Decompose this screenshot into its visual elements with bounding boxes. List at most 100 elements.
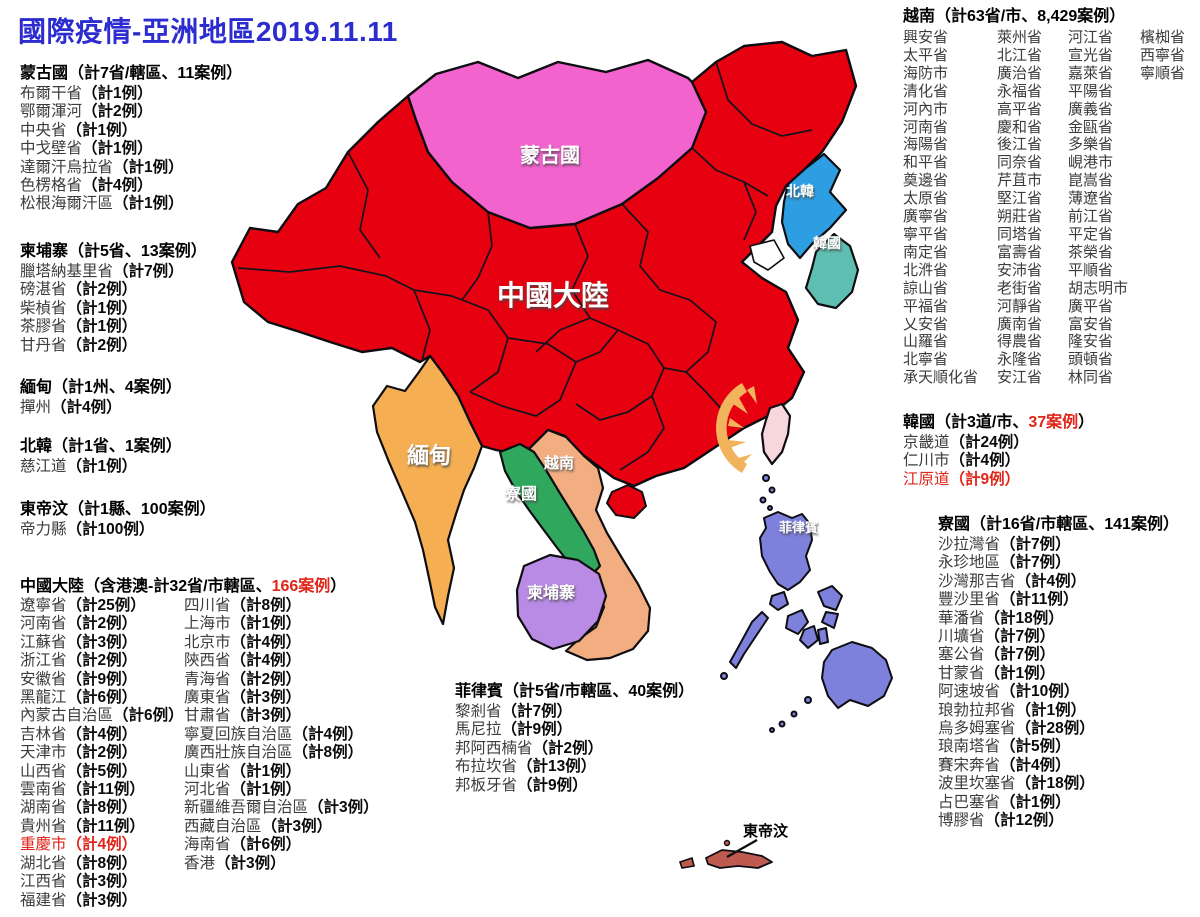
- province-row: 海防市: [903, 64, 949, 82]
- north-korea-header: 北韓（計1省、1案例）: [20, 438, 182, 455]
- province-row: 色楞格省（計4例）: [20, 177, 153, 195]
- china-list-col2: 四川省（計8例） 上海市（計1例） 北京市（計4例） 陝西省（計4例） 青海省（計2例）…: [184, 597, 379, 873]
- province-row: 平順省: [1068, 261, 1114, 279]
- laos-header: 寮國（計16省/市轄區、141案例）: [938, 516, 1179, 533]
- korea-header: 韓國（計3道/市、37案例）: [903, 414, 1095, 431]
- province-row: 琅勃拉邦省（計1例）: [938, 701, 1087, 719]
- province-row: 福建省（計3例）: [20, 891, 138, 909]
- myanmar-header: 緬甸（計1州、4案例）: [20, 379, 182, 396]
- map-label-vietnam: 越南: [544, 455, 575, 472]
- province-row: 阿速坡省（計10例）: [938, 683, 1080, 701]
- province-row: 江西省（計3例）: [20, 873, 138, 891]
- province-row: 宣光省: [1068, 46, 1114, 64]
- province-row: 廣寧省: [903, 208, 949, 226]
- province-row: 慶和省: [997, 118, 1043, 136]
- province-row: 乂安省: [903, 315, 949, 333]
- province-row: 臘塔納基里省（計7例）: [20, 263, 184, 280]
- province-row: 山東省（計1例）: [184, 762, 302, 780]
- province-row: 邦板牙省（計9例）: [455, 776, 588, 794]
- province-row: 萊州省: [997, 29, 1043, 46]
- map-label-laos: 寮國: [505, 486, 538, 503]
- province-row: 吉林省（計4例）: [20, 725, 138, 743]
- province-row: 後江省: [997, 136, 1043, 154]
- philippines-section: 菲律賓（計5省/市轄區、40案例） 黎剎省（計7例） 馬尼拉（計9例） 邦阿西楠省（…: [455, 682, 694, 795]
- province-row: 芹苴市: [997, 172, 1043, 190]
- province-row: 浙江省（計2例）: [20, 652, 138, 670]
- cambodia-section: 柬埔寨（計5省、13案例） 臘塔納基里省（計7例） 磅湛省（計2例） 柴楨省（計1例…: [20, 242, 207, 355]
- country-north-korea-shape: [780, 152, 848, 260]
- vietnam-header: 越南（計63省/市、8,429案例）: [903, 8, 1126, 25]
- province-row: 占巴塞省（計1例）: [938, 793, 1071, 811]
- province-row: 廣平省: [1068, 297, 1114, 315]
- province-row: 平福省: [903, 297, 949, 315]
- cambodia-list: 臘塔納基里省（計7例） 磅湛省（計2例） 柴楨省（計1例） 茶膠省（計1例） 甘丹省（計…: [20, 263, 207, 355]
- province-row: 帝力縣（計100例）: [20, 521, 155, 538]
- province-row: 茶膠省（計1例）: [20, 318, 138, 336]
- province-row: 甘肅省（計3例）: [184, 707, 302, 725]
- country-laos-shape: [498, 442, 602, 580]
- korea-list: 京畿道（計24例） 仁川市（計4例） 江原道（計9例）: [903, 434, 1094, 489]
- vietnam-list-col3: 河江省 宣光省 嘉萊省 平陽省 廣義省 金甌省 多樂省 峴港市 崑嵩省 薄遼省 前江省 平定省 茶榮省平…: [1068, 29, 1128, 387]
- province-row: 上海市（計1例）: [184, 615, 302, 633]
- east-timor-list: 帝力縣（計100例）: [20, 521, 216, 539]
- province-row: 隆安省: [1068, 333, 1114, 351]
- country-cambodia-shape: [515, 553, 608, 651]
- china-section-header: 中國大陸（含港澳-計32省/市轄區、166案例）: [20, 577, 346, 598]
- province-row: 北京市（計4例）: [184, 633, 302, 651]
- province-row: 布爾干省（計1例）: [20, 85, 153, 102]
- province-row: 塞公省（計7例）: [938, 646, 1056, 664]
- province-row: 撣州（計4例）: [20, 399, 122, 416]
- province-row: 沙拉灣省（計7例）: [938, 536, 1071, 553]
- china-case-count: 166案例: [271, 578, 331, 595]
- laos-section: 寮國（計16省/市轄區、141案例） 沙拉灣省（計7例） 永珍地區（計7例） 沙灣那…: [938, 515, 1179, 831]
- province-row: 川壙省（計7例）: [938, 628, 1056, 646]
- province-row: 寧順省: [1140, 64, 1186, 82]
- vietnam-list-col4: 檳椥省 西寧省 寧順省: [1140, 29, 1185, 83]
- province-row: 峴港市: [1068, 154, 1114, 172]
- province-row: 諒山省: [903, 279, 949, 297]
- country-myanmar-shape: [371, 354, 484, 626]
- province-row: 西藏自治區（計3例）: [184, 817, 333, 835]
- page-title: 國際疫情-亞洲地區2019.11.11: [18, 16, 398, 47]
- province-row: 琅南塔省（計5例）: [938, 738, 1071, 756]
- province-row: 安沛省: [997, 261, 1043, 279]
- province-row: 黑龍江（計6例）: [20, 689, 138, 707]
- province-row: 雲南省（計11例）: [20, 781, 145, 799]
- province-row: 興安省: [903, 29, 949, 46]
- province-row: 邦阿西楠省（計2例）: [455, 739, 604, 757]
- province-borders: [237, 61, 813, 471]
- province-row: 崑嵩省: [1068, 172, 1114, 190]
- province-row: 得農省: [997, 333, 1043, 351]
- map-label-philippines: 菲律賓: [779, 520, 818, 535]
- province-row: 同奈省: [997, 154, 1043, 172]
- laos-list: 沙拉灣省（計7例） 永珍地區（計7例） 沙灣那吉省（計4例） 豐沙里省（計11例） 華潘…: [938, 536, 1179, 831]
- taiwan-starburst-icon: [716, 383, 757, 473]
- province-row: 林同省: [1068, 369, 1114, 387]
- province-row: 安徽省（計9例）: [20, 670, 138, 688]
- province-row: 慈江道（計1例）: [20, 458, 138, 475]
- province-row: 嘉萊省: [1068, 64, 1114, 82]
- province-row: 承天順化省: [903, 369, 979, 387]
- province-row: 朔莊省: [997, 208, 1043, 226]
- province-row: 廣東省（計3例）: [184, 689, 302, 707]
- province-row: 山西省（計5例）: [20, 762, 138, 780]
- province-row: 多樂省: [1068, 136, 1114, 154]
- province-row: 永珍地區（計7例）: [938, 554, 1071, 572]
- province-row: 陝西省（計4例）: [184, 652, 302, 670]
- east-timor-header: 東帝汶（計1縣、100案例）: [20, 501, 216, 518]
- map-label-cambodia: 柬埔寨: [527, 585, 576, 602]
- mongolia-header: 蒙古國（計7省/轄區、11案例）: [20, 65, 243, 82]
- map-label-mongolia: 蒙古國: [520, 145, 580, 167]
- province-row: 柴楨省（計1例）: [20, 299, 138, 317]
- province-row: 湖北省（計8例）: [20, 854, 138, 872]
- map-label-north-korea: 北韓: [786, 183, 814, 199]
- province-row: 內蒙古自治區（計6例）: [20, 707, 184, 725]
- province-row: 甘蒙省（計1例）: [938, 664, 1056, 682]
- country-east-timor-shape: [678, 838, 773, 869]
- province-row: 江蘇省（計3例）: [20, 633, 138, 651]
- province-row: 天津市（計2例）: [20, 744, 138, 762]
- province-row: 豐沙里省（計11例）: [938, 591, 1079, 609]
- vietnam-section-header: 越南（計63省/市、8,429案例）: [903, 7, 1125, 28]
- province-row: 布拉坎省（計13例）: [455, 758, 597, 776]
